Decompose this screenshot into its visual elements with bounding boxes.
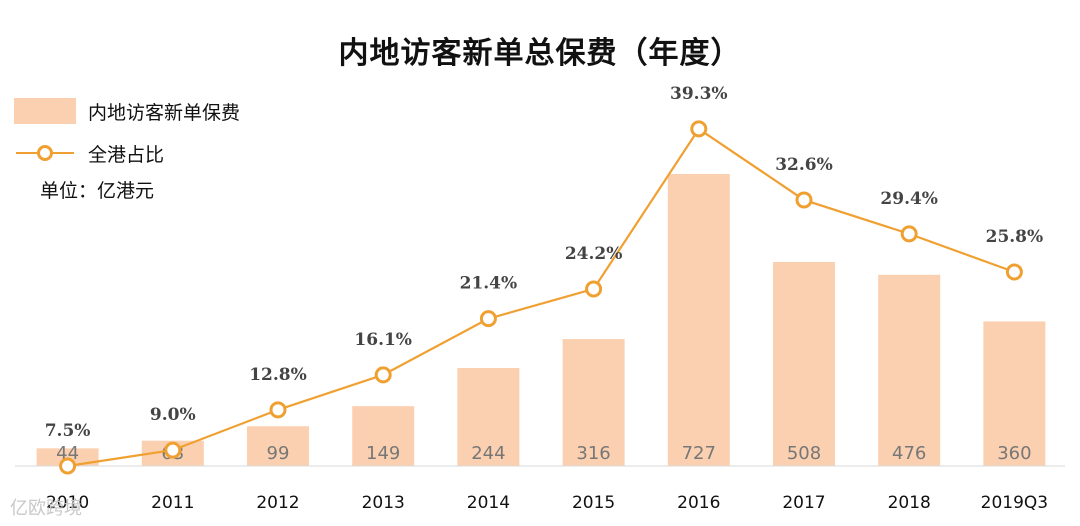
legend-line-series: 全港占比 xyxy=(14,138,164,168)
x-tick-label: 2015 xyxy=(572,493,615,513)
bar-2015 xyxy=(562,339,625,466)
chart-title: 内地访客新单总保费（年度） xyxy=(338,36,742,71)
x-tick-label: 2014 xyxy=(467,493,510,513)
share-point-2015 xyxy=(585,280,603,298)
share-value-label: 25.8% xyxy=(986,227,1044,247)
share-value-label: 21.4% xyxy=(460,274,518,294)
x-tick-label: 2013 xyxy=(362,493,405,513)
share-value-label: 24.2% xyxy=(565,244,623,264)
bar-2016 xyxy=(667,174,730,466)
share-value-label: 16.1% xyxy=(354,330,412,350)
watermark: 亿欧跨境 xyxy=(10,498,82,519)
x-tick-label: 2010 xyxy=(46,493,89,513)
bar-2019Q3 xyxy=(983,321,1046,466)
share-point-2014 xyxy=(479,310,497,328)
bar-value-label: 44 xyxy=(56,443,79,464)
bar-value-label: 316 xyxy=(576,443,610,464)
bar-value-label: 99 xyxy=(267,443,290,464)
share-value-label: 32.6% xyxy=(775,155,833,175)
x-tick-label: 2018 xyxy=(888,493,931,513)
bar-2017 xyxy=(773,261,835,466)
bar-2018 xyxy=(878,274,941,466)
x-tick-label: 2019Q3 xyxy=(981,493,1048,513)
share-point-2017 xyxy=(795,191,813,209)
bar-2010 xyxy=(36,448,99,466)
share-point-2019Q3 xyxy=(1005,263,1023,281)
legend-bar-label: 内地访客新单保费 xyxy=(88,101,241,124)
share-point-2018 xyxy=(900,225,918,243)
share-point-2010 xyxy=(59,457,77,475)
share-value-label: 29.4% xyxy=(880,189,938,209)
bar-value-label: 244 xyxy=(471,443,505,464)
bar-2014 xyxy=(457,367,520,466)
share-value-label: 12.8% xyxy=(249,365,307,385)
legend-line-label: 全港占比 xyxy=(88,143,165,166)
x-tick-label: 2016 xyxy=(677,493,720,513)
bar-2012 xyxy=(247,426,309,466)
share-point-2013 xyxy=(374,366,392,384)
share-point-2012 xyxy=(269,401,287,419)
bar-value-label: 360 xyxy=(997,443,1031,464)
unit-label: 单位：亿港元 xyxy=(40,180,155,202)
bar-value-label: 508 xyxy=(787,443,821,464)
share-line xyxy=(67,127,1015,468)
share-value-label: 7.5% xyxy=(45,421,91,441)
legend-line-swatch xyxy=(16,145,74,161)
bar-value-label: 149 xyxy=(366,443,400,464)
bar-2013 xyxy=(352,406,415,466)
legend-bar-series: 内地访客新单保费 xyxy=(14,96,240,126)
share-value-label: 39.3% xyxy=(670,84,728,104)
share-point-2011 xyxy=(164,441,182,459)
x-tick-label: 2012 xyxy=(256,493,299,513)
x-tick-label: 2017 xyxy=(782,493,825,513)
legend-bar-swatch xyxy=(14,98,76,124)
x-tick-label: 2011 xyxy=(151,493,194,513)
bar-value-label: 727 xyxy=(682,443,716,464)
bar-value-label: 476 xyxy=(892,443,926,464)
share-point-2016 xyxy=(690,120,708,138)
share-value-label: 9.0% xyxy=(150,405,196,425)
